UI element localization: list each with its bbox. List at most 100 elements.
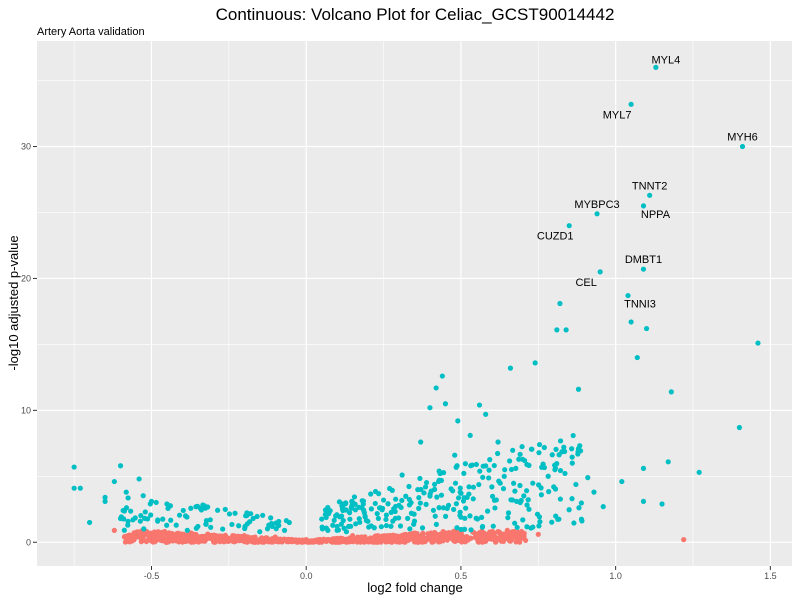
significant-point <box>125 495 131 501</box>
significant-point <box>525 497 531 503</box>
not-significant-point <box>480 539 486 545</box>
significant-point <box>433 521 439 527</box>
significant-point <box>387 485 393 492</box>
significant-point <box>222 506 228 513</box>
significant-point <box>517 451 523 457</box>
significant-point <box>173 522 179 528</box>
significant-point <box>563 327 569 333</box>
y-axis-title: -log10 adjusted p-value <box>6 235 21 370</box>
significant-point <box>461 470 467 476</box>
significant-point <box>454 525 460 531</box>
not-significant-point <box>464 535 470 541</box>
significant-point <box>514 524 520 531</box>
significant-point <box>643 325 650 332</box>
significant-point <box>526 506 532 512</box>
significant-point <box>458 490 464 496</box>
significant-point <box>339 513 345 519</box>
significant-point <box>283 518 289 524</box>
not-significant-point <box>294 538 300 544</box>
significant-point <box>453 464 459 470</box>
significant-point <box>142 515 148 521</box>
significant-point <box>419 525 426 531</box>
significant-point <box>442 513 449 519</box>
significant-point <box>436 505 442 511</box>
significant-point <box>399 472 405 478</box>
labeled-point-myh6 <box>739 143 746 150</box>
labeled-point-cel <box>597 269 603 275</box>
significant-point <box>536 514 543 520</box>
significant-point <box>440 505 447 511</box>
significant-point <box>182 513 189 519</box>
significant-point <box>512 488 518 494</box>
significant-point <box>497 480 503 486</box>
not-significant-point <box>181 532 187 538</box>
significant-point <box>505 515 511 521</box>
significant-point <box>406 483 412 490</box>
significant-point <box>541 464 547 471</box>
significant-point <box>591 489 597 495</box>
not-significant-point <box>133 534 139 540</box>
significant-point <box>411 518 418 524</box>
not-significant-point <box>344 537 350 543</box>
significant-point <box>353 521 359 527</box>
not-significant-point <box>495 529 501 535</box>
significant-point <box>554 327 560 333</box>
significant-point <box>378 524 384 530</box>
significant-point <box>325 527 331 533</box>
point-label-myh6: MYH6 <box>727 132 758 144</box>
not-significant-point <box>358 535 364 541</box>
significant-point <box>502 467 508 473</box>
labeled-point-tnnt2 <box>647 192 653 198</box>
not-significant-point <box>241 533 247 539</box>
significant-point <box>141 526 147 532</box>
significant-point <box>396 502 402 508</box>
significant-point <box>575 386 582 392</box>
significant-point <box>524 502 530 508</box>
not-significant-point <box>195 538 202 544</box>
significant-point <box>336 499 343 505</box>
significant-point <box>197 505 204 512</box>
significant-point <box>520 456 526 462</box>
x-tick-label: 1.0 <box>609 571 622 581</box>
significant-point <box>380 497 387 503</box>
significant-point <box>569 446 575 452</box>
significant-point <box>330 522 336 528</box>
significant-point <box>319 516 325 522</box>
minor-gridlines <box>37 41 792 566</box>
x-tick-label: 1.5 <box>764 571 777 581</box>
significant-point <box>561 444 567 450</box>
significant-point <box>102 498 108 504</box>
significant-point <box>148 512 154 518</box>
significant-point <box>244 512 250 519</box>
significant-point <box>557 438 564 444</box>
significant-point <box>450 488 456 494</box>
significant-point <box>202 505 209 511</box>
significant-point <box>491 462 497 469</box>
significant-point <box>193 504 199 510</box>
not-significant-point <box>111 527 117 533</box>
significant-point <box>469 462 475 468</box>
significant-point <box>164 522 170 528</box>
significant-point <box>399 497 405 504</box>
not-significant-point <box>143 538 150 545</box>
not-significant-point <box>504 527 510 533</box>
point-label-cuzd1: CUZD1 <box>537 231 574 243</box>
significant-point <box>569 496 575 502</box>
not-significant-point <box>449 536 455 542</box>
significant-point <box>372 488 379 495</box>
significant-point <box>452 480 459 486</box>
significant-point <box>538 492 544 498</box>
significant-point <box>276 522 282 529</box>
significant-point <box>423 479 430 486</box>
significant-point <box>555 516 561 522</box>
significant-point <box>360 498 367 504</box>
significant-point <box>188 505 194 511</box>
significant-point <box>349 498 355 505</box>
significant-point <box>553 446 559 452</box>
not-significant-points <box>111 527 687 545</box>
significant-point <box>569 460 575 466</box>
not-significant-point <box>204 535 211 542</box>
significant-point <box>439 373 445 379</box>
significant-point <box>557 496 563 502</box>
